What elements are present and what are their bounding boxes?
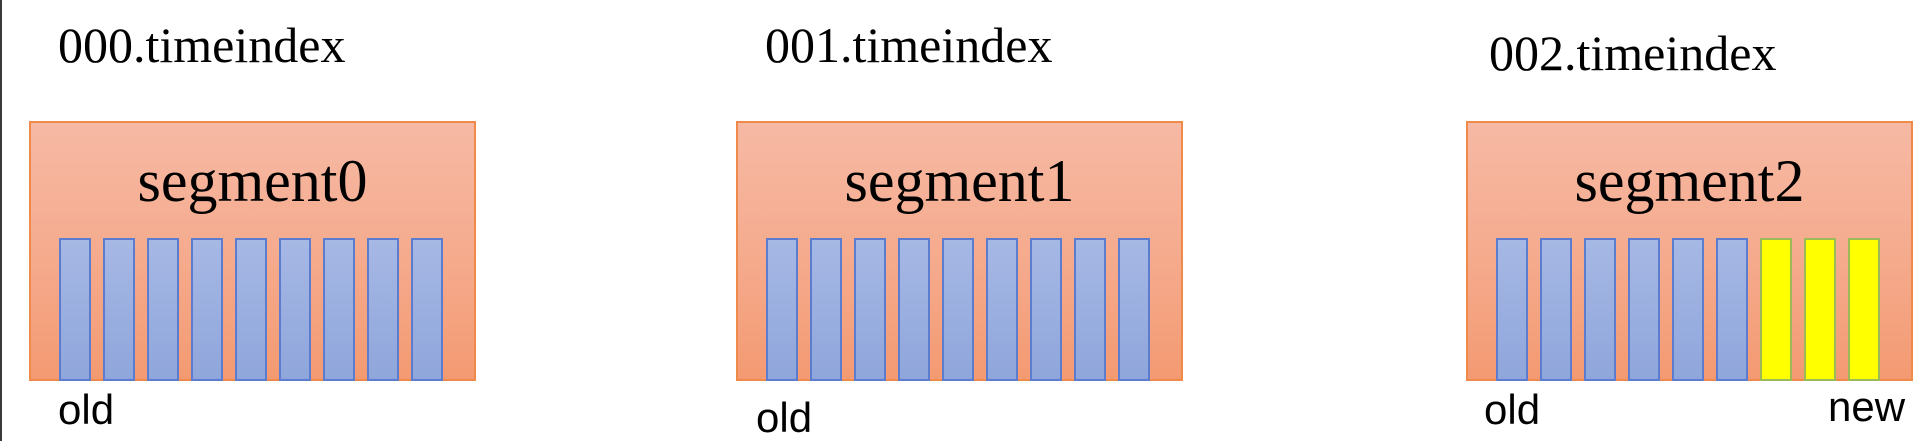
segment-title-1: segment1 — [844, 148, 1075, 214]
old-index-entry — [986, 238, 1018, 381]
old-index-entry — [1672, 238, 1704, 381]
old-index-entry — [191, 238, 223, 381]
left-border-line — [0, 0, 2, 441]
segment-title-2: segment2 — [1574, 148, 1805, 214]
old-index-entry — [1584, 238, 1616, 381]
segment-title-0: segment0 — [137, 148, 368, 214]
old-label-0: old — [58, 386, 115, 433]
index-file-label-0: 000.timeindex — [58, 17, 346, 73]
old-index-entry — [942, 238, 974, 381]
new-index-entry — [1848, 238, 1880, 381]
old-index-entry — [1716, 238, 1748, 381]
old-index-entry — [1030, 238, 1062, 381]
old-index-entry — [59, 238, 91, 381]
segment-box-1: segment1 — [736, 121, 1183, 381]
old-index-entry — [367, 238, 399, 381]
old-index-entry — [810, 238, 842, 381]
old-index-entry — [1496, 238, 1528, 381]
segment-group-0: 000.timeindex segment0 old — [0, 0, 600, 441]
old-index-entry — [411, 238, 443, 381]
new-label-2: new — [1828, 383, 1906, 430]
segment-box-0: segment0 — [29, 121, 476, 381]
old-index-entry — [1628, 238, 1660, 381]
index-cells-2 — [1496, 238, 1880, 381]
old-index-entry — [1074, 238, 1106, 381]
segment-group-1: 001.timeindex segment1 old — [736, 17, 1183, 441]
index-cells-1 — [766, 238, 1150, 381]
old-label-1: old — [756, 394, 813, 441]
new-index-entry — [1760, 238, 1792, 381]
old-index-entry — [323, 238, 355, 381]
old-index-entry — [1540, 238, 1572, 381]
old-index-entry — [854, 238, 886, 381]
old-index-entry — [147, 238, 179, 381]
new-index-entry — [1804, 238, 1836, 381]
old-index-entry — [279, 238, 311, 381]
index-cells-0 — [59, 238, 443, 381]
segment-box-2: segment2 — [1466, 121, 1913, 381]
index-file-label-2: 002.timeindex — [1489, 25, 1777, 81]
old-index-entry — [235, 238, 267, 381]
old-index-entry — [898, 238, 930, 381]
old-index-entry — [766, 238, 798, 381]
old-index-entry — [1118, 238, 1150, 381]
old-label-2: old — [1484, 386, 1541, 433]
index-file-label-1: 001.timeindex — [765, 17, 1053, 73]
old-index-entry — [103, 238, 135, 381]
